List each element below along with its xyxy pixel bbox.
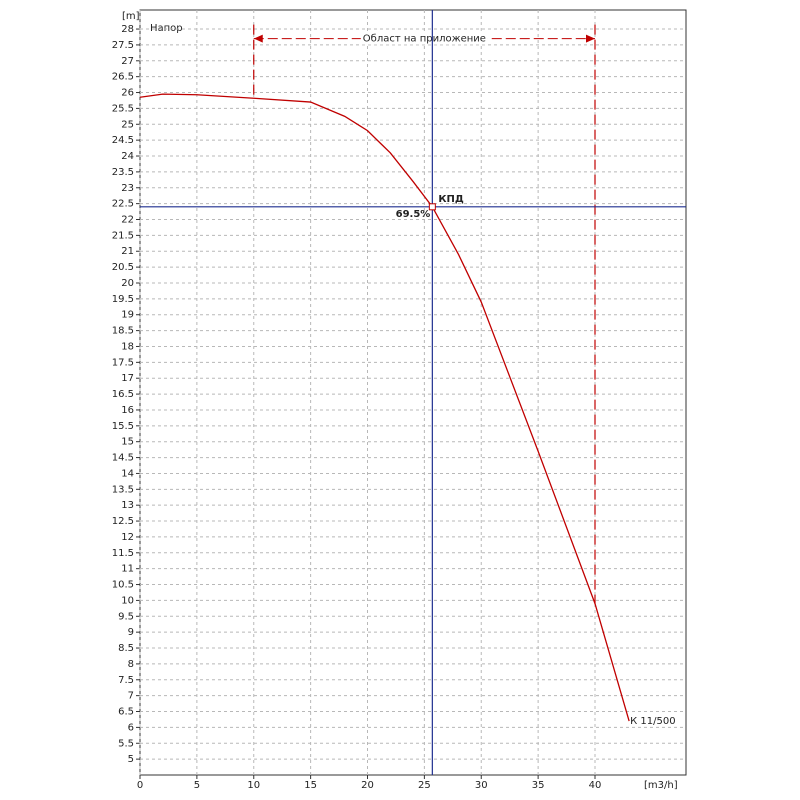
- series-label: К 11/500: [630, 716, 675, 727]
- y-tick-label: 17: [121, 373, 134, 384]
- y-tick-label: 14: [121, 468, 134, 479]
- y-tick-label: 24.5: [112, 135, 134, 146]
- y-tick-label: 20.5: [112, 262, 134, 273]
- y-tick-label: 16.5: [112, 389, 134, 400]
- range-label: Област на приложение: [363, 34, 486, 45]
- y-tick-label: 24: [121, 151, 134, 162]
- y-tick-label: 8.5: [118, 643, 134, 654]
- x-tick-label: 20: [361, 780, 374, 791]
- y-tick-label: 26: [121, 88, 134, 99]
- y-tick-label: 10.5: [112, 580, 134, 591]
- y-tick-label: 11.5: [112, 548, 134, 559]
- x-tick-label: 25: [418, 780, 431, 791]
- y-tick-label: 15.5: [112, 421, 134, 432]
- y-tick-label: 5: [128, 754, 134, 765]
- x-axis-label: [m3/h]: [644, 780, 678, 791]
- y-tick-label: 16: [121, 405, 134, 416]
- y-tick-label: 6.5: [118, 707, 134, 718]
- x-tick-label: 35: [532, 780, 545, 791]
- y-tick-label: 5.5: [118, 738, 134, 749]
- y-tick-label: 12: [121, 532, 134, 543]
- operating-point-label: КПД: [438, 194, 464, 205]
- x-tick-label: 40: [589, 780, 602, 791]
- y-tick-label: 9.5: [118, 611, 134, 622]
- y-tick-label: 23: [121, 183, 134, 194]
- y-tick-label: 14.5: [112, 453, 134, 464]
- y-tick-label: 25.5: [112, 103, 134, 114]
- arrow-head: [253, 34, 263, 43]
- y-tick-label: 12.5: [112, 516, 134, 527]
- y-axis-label: [m]: [122, 11, 140, 22]
- y-tick-label: 18: [121, 341, 134, 352]
- y-tick-label: 7: [128, 691, 134, 702]
- y-tick-label: 26.5: [112, 72, 134, 83]
- range-label-bg: [360, 33, 488, 45]
- y-tick-label: 6: [128, 722, 134, 733]
- y-tick-label: 27: [121, 56, 134, 67]
- chart-title: Напор: [150, 23, 183, 34]
- x-tick-label: 15: [304, 780, 317, 791]
- y-tick-label: 10: [121, 595, 134, 606]
- y-tick-label: 22.5: [112, 199, 134, 210]
- y-tick-label: 19.5: [112, 294, 134, 305]
- y-tick-label: 7.5: [118, 675, 134, 686]
- y-tick-label: 25: [121, 119, 134, 130]
- y-tick-label: 28: [121, 24, 134, 35]
- y-tick-label: 21.5: [112, 230, 134, 241]
- x-tick-label: 0: [137, 780, 143, 791]
- x-tick-label: 10: [247, 780, 260, 791]
- y-tick-label: 19: [121, 310, 134, 321]
- y-tick-label: 13.5: [112, 484, 134, 495]
- y-tick-label: 13: [121, 500, 134, 511]
- y-tick-label: 27.5: [112, 40, 134, 51]
- y-tick-label: 9: [128, 627, 134, 638]
- y-tick-label: 21: [121, 246, 134, 257]
- arrow-head: [586, 34, 595, 43]
- efficiency-label: 69.5%: [396, 209, 431, 220]
- x-tick-label: 5: [194, 780, 200, 791]
- y-tick-label: 8: [128, 659, 134, 670]
- y-tick-label: 17.5: [112, 357, 134, 368]
- y-tick-label: 23.5: [112, 167, 134, 178]
- y-tick-label: 20: [121, 278, 134, 289]
- series-line: [139, 93, 630, 722]
- y-tick-label: 11: [121, 564, 134, 575]
- operating-point: [428, 203, 436, 211]
- y-tick-label: 18.5: [112, 326, 134, 337]
- x-tick-label: 30: [475, 780, 488, 791]
- y-tick-label: 22: [121, 215, 134, 226]
- y-tick-label: 15: [121, 437, 134, 448]
